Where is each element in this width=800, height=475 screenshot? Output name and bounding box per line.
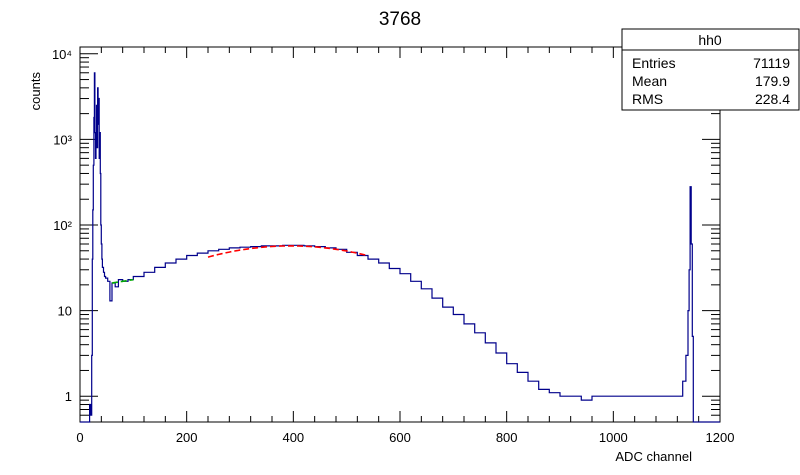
y-axis-label: counts: [28, 72, 43, 111]
y-tick-label: 10⁴: [52, 47, 72, 62]
x-tick-label: 1200: [706, 430, 735, 445]
y-tick-label: 10²: [53, 218, 72, 233]
stats-entries-value: 71119: [753, 55, 790, 71]
x-tick-label: 200: [176, 430, 198, 445]
stats-box: hh0 Entries 71119 Mean 179.9 RMS 228.4: [621, 28, 800, 111]
y-tick-label: 1: [65, 389, 72, 404]
x-tick-label: 600: [389, 430, 411, 445]
stats-rms-value: 228.4: [755, 91, 790, 107]
stats-mean-label: Mean: [632, 73, 667, 89]
x-tick-label: 0: [76, 430, 83, 445]
stats-rms-label: RMS: [632, 91, 663, 107]
x-tick-label: 400: [282, 430, 304, 445]
tick-labels: 0 200 400 600 800 1000 1200 1 10 10² 10³ 10⁴: [52, 47, 735, 445]
x-axis-label: ADC channel: [615, 449, 692, 464]
x-tick-label: 1000: [599, 430, 628, 445]
fit-curve-fit_main: [207, 245, 369, 258]
x-tick-label: 800: [496, 430, 518, 445]
stats-box-name: hh0: [698, 32, 722, 48]
chart-title: 3768: [379, 9, 421, 30]
stats-box-frame: [621, 28, 800, 111]
y-tick-label: 10: [58, 304, 72, 319]
series-layer: [80, 72, 720, 423]
stats-mean-value: 179.9: [755, 73, 790, 89]
fit-curve-fit_side: [112, 278, 134, 284]
stats-entries-label: Entries: [632, 55, 676, 71]
histogram-line: [80, 72, 720, 423]
y-tick-label: 10³: [53, 132, 72, 147]
